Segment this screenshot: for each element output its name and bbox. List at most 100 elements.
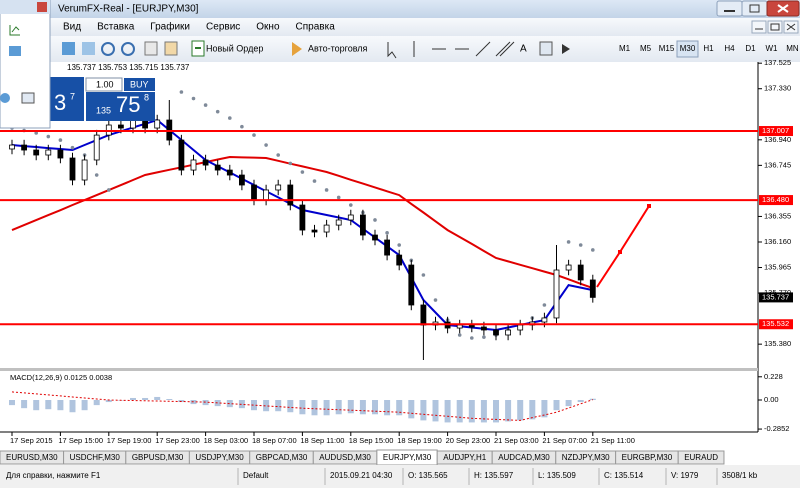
tab[interactable] bbox=[677, 450, 725, 465]
buy-button[interactable] bbox=[124, 78, 155, 91]
status-text: Default bbox=[243, 471, 269, 480]
macd-bar bbox=[287, 400, 294, 413]
macd-bar bbox=[408, 400, 415, 419]
candle-body bbox=[335, 219, 342, 226]
tab-label: NZDJPY,M30 bbox=[562, 453, 610, 462]
timeframe-button[interactable]: M15 bbox=[659, 44, 675, 53]
macd-bar bbox=[384, 400, 391, 416]
y-tick-label: 137.525 bbox=[764, 58, 791, 67]
menu-item[interactable]: Вставка bbox=[97, 22, 135, 33]
timeframe-button[interactable]: W1 bbox=[766, 44, 779, 53]
new-order-button[interactable]: Новый Ордер bbox=[206, 43, 263, 53]
candle-body bbox=[45, 149, 52, 156]
sar-dot bbox=[58, 138, 63, 142]
macd-bar bbox=[541, 400, 548, 418]
macd-bar bbox=[529, 400, 536, 420]
candle-body bbox=[154, 119, 161, 129]
drawn-point bbox=[647, 204, 651, 208]
x-tick-label: 17 Sep 15:00 bbox=[58, 436, 103, 445]
macd-bar bbox=[493, 400, 499, 423]
macd-bar bbox=[553, 400, 560, 411]
timeframe-button[interactable]: M30 bbox=[680, 44, 696, 53]
menu-item[interactable]: Окно bbox=[256, 22, 280, 33]
drawn-point bbox=[618, 250, 622, 254]
y-tick-label: 136.745 bbox=[764, 160, 791, 169]
chart-tabs: EURUSD,M30 USDCHF,M30 GBPUSD,M30 USDJPY,M30… bbox=[0, 449, 725, 466]
menu-item[interactable]: Сервис bbox=[206, 22, 240, 33]
sell-price-big: 3 bbox=[54, 90, 66, 115]
y-tick-label: 0.228 bbox=[764, 372, 783, 381]
macd-bar bbox=[263, 400, 270, 412]
timeframe-button[interactable]: D1 bbox=[745, 44, 756, 53]
candle-body bbox=[577, 264, 584, 281]
macd-bar bbox=[432, 400, 439, 422]
timeframe-button[interactable]: H4 bbox=[724, 44, 735, 53]
lot-input[interactable] bbox=[85, 77, 123, 92]
candle-body bbox=[214, 164, 221, 171]
menu: Вид Вставка Графики Сервис Окно Справка bbox=[63, 21, 335, 33]
x-tick-label: 20 Sep 23:00 bbox=[446, 436, 491, 445]
sar-dot bbox=[34, 131, 38, 135]
macd-bar bbox=[517, 400, 524, 421]
tab-label: GBPCAD,M30 bbox=[256, 453, 308, 462]
x-tick-label: 18 Sep 03:00 bbox=[204, 436, 249, 445]
sar-dot bbox=[264, 143, 268, 147]
navigator-float bbox=[0, 0, 51, 129]
candle-body bbox=[553, 269, 560, 319]
macd-bar bbox=[45, 400, 52, 410]
macd-title: MACD(12,26,9) 0.0125 0.0038 bbox=[10, 373, 112, 382]
sar-dot bbox=[421, 273, 426, 277]
status-text: C: 135.514 bbox=[604, 471, 644, 480]
macd-bar bbox=[251, 400, 257, 411]
y-tick-label: 135.380 bbox=[764, 339, 791, 348]
candle-body bbox=[505, 329, 512, 336]
sell-box[interactable] bbox=[50, 77, 84, 121]
chart-header: 135.737 135.753 135.715 135.737 bbox=[67, 63, 190, 72]
buy-box[interactable] bbox=[86, 92, 155, 121]
macd-bar bbox=[214, 400, 221, 407]
macd-bar bbox=[323, 400, 330, 416]
title-bar bbox=[0, 0, 800, 18]
tab-label: EURAUD bbox=[684, 453, 718, 462]
mdi-controls[interactable] bbox=[751, 20, 799, 34]
sar-dot bbox=[107, 188, 111, 192]
macd-bar bbox=[589, 398, 596, 401]
window-controls[interactable] bbox=[716, 0, 800, 17]
auto-trading-button[interactable]: Авто-торговля bbox=[308, 43, 368, 53]
x-tick-label: 17 Sep 23:00 bbox=[155, 436, 200, 445]
candle-body bbox=[420, 304, 427, 326]
sar-dot bbox=[276, 153, 281, 157]
macd-bar bbox=[275, 400, 282, 412]
timeframe-button[interactable]: M5 bbox=[640, 44, 652, 53]
candle-body bbox=[9, 144, 15, 150]
menu-item[interactable]: Справка bbox=[296, 22, 336, 33]
macd-bar bbox=[456, 400, 463, 423]
candle-body bbox=[21, 144, 28, 151]
macd-bar bbox=[359, 400, 366, 415]
menu-item[interactable]: Графики bbox=[150, 21, 190, 33]
x-tick-label: 18 Sep 19:00 bbox=[397, 436, 442, 445]
macd-bar bbox=[311, 400, 318, 416]
macd-bar bbox=[21, 400, 28, 409]
candle-body bbox=[226, 169, 233, 176]
x-tick-label: 17 Sep 2015 bbox=[10, 436, 53, 445]
candle-body bbox=[493, 329, 499, 336]
timeframe-button[interactable]: H1 bbox=[703, 44, 714, 53]
timeframe-button[interactable]: M1 bbox=[619, 44, 631, 53]
tab-label: EURGBP,M30 bbox=[622, 453, 673, 462]
candle-body bbox=[589, 279, 596, 298]
y-tick-label: 136.160 bbox=[764, 237, 791, 246]
macd-bar bbox=[166, 398, 173, 401]
sar-dot bbox=[470, 336, 474, 340]
macd-bar bbox=[468, 400, 475, 423]
candle-body bbox=[178, 139, 185, 171]
candle-body bbox=[81, 159, 88, 181]
timeframe-button[interactable]: MN bbox=[786, 44, 799, 53]
macd-bar bbox=[105, 400, 112, 403]
menu-item[interactable]: Вид bbox=[63, 22, 81, 33]
sar-dot bbox=[457, 333, 462, 337]
macd-bar bbox=[347, 400, 354, 414]
sar-dot bbox=[397, 243, 402, 247]
status-text: H: 135.597 bbox=[474, 471, 514, 480]
